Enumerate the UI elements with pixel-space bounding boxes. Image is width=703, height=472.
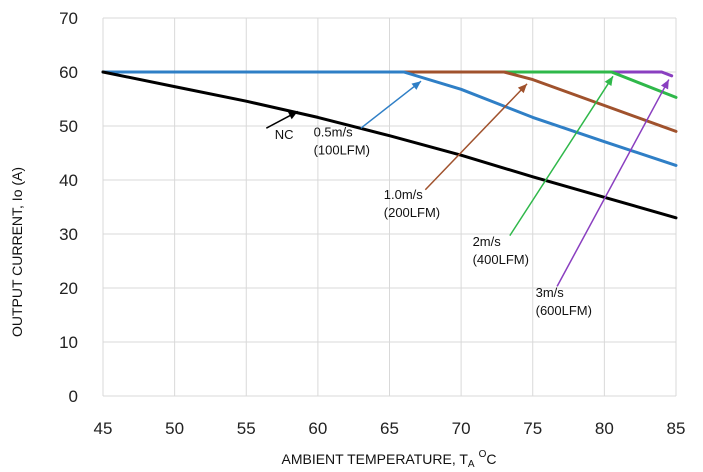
annotation-arrow-line-0-5m-s-100lfm <box>360 80 422 129</box>
series-line-nc <box>101 70 678 220</box>
y-tick-labels: 0 10 20 30 40 50 60 70 <box>59 9 78 406</box>
y-tick-label-30: 30 <box>59 225 78 244</box>
x-tick-label-75: 75 <box>523 419 542 438</box>
annotation-label-1-0m-s: 1.0m/s <box>384 187 424 202</box>
annotation-label-nc: NC <box>275 127 294 142</box>
series-lines <box>101 70 678 220</box>
x-tick-label-45: 45 <box>94 419 113 438</box>
y-tick-label-0: 0 <box>69 387 78 406</box>
series-line-0-5m-s-100lfm <box>101 70 678 167</box>
y-tick-label-70: 70 <box>59 9 78 28</box>
annotation-label-600lfm: (600LFM) <box>536 303 592 318</box>
x-tick-label-80: 80 <box>595 419 614 438</box>
y-tick-label-40: 40 <box>59 171 78 190</box>
x-axis-title-unit: C <box>486 451 496 467</box>
annotation-arrowhead-nc <box>288 111 298 120</box>
gridlines <box>102 17 677 397</box>
annotation-label-0-5m-s: 0.5m/s <box>314 124 354 139</box>
x-tick-label-60: 60 <box>308 419 327 438</box>
x-axis-title-subscript: A <box>468 459 475 470</box>
annotations: NC 0.5m/s (100LFM) 1.0m/s (200LFM) 2m/s (400LF… <box>265 75 670 318</box>
annotation-label-3m-s: 3m/s <box>536 285 565 300</box>
annotation-arrow-line-3m-s-600lfm <box>556 79 670 287</box>
annotation-arrowhead-2m-s-400lfm <box>604 76 613 86</box>
x-tick-label-85: 85 <box>667 419 686 438</box>
y-axis-title: OUTPUT CURRENT, Io (A) <box>9 167 25 337</box>
x-axis-title-superscript: O <box>479 449 487 460</box>
x-tick-label-65: 65 <box>380 419 399 438</box>
annotation-arrow-line-2m-s-400lfm <box>509 75 614 237</box>
annotation-arrowhead-0-5m-s-100lfm <box>411 81 421 90</box>
y-tick-label-20: 20 <box>59 279 78 298</box>
x-axis-title: AMBIENT TEMPERATURE, TAOC <box>281 449 496 470</box>
y-tick-label-50: 50 <box>59 117 78 136</box>
annotation-label-400lfm: (400LFM) <box>473 252 529 267</box>
annotation-arrowhead-1-0m-s-200lfm <box>517 83 527 94</box>
x-axis-title-main: AMBIENT TEMPERATURE, T <box>281 451 468 467</box>
x-tick-labels: 45 50 55 60 65 70 75 80 85 <box>94 419 686 438</box>
annotation-label-200lfm: (200LFM) <box>384 205 440 220</box>
x-tick-label-50: 50 <box>165 419 184 438</box>
x-tick-label-55: 55 <box>237 419 256 438</box>
annotation-arrowhead-3m-s-600lfm <box>661 79 669 90</box>
annotation-arrow-line-1-0m-s-200lfm <box>424 83 528 191</box>
annotation-label-2m-s: 2m/s <box>473 234 502 249</box>
x-tick-label-70: 70 <box>452 419 471 438</box>
y-tick-label-10: 10 <box>59 333 78 352</box>
y-tick-label-60: 60 <box>59 63 78 82</box>
annotation-label-100lfm: (100LFM) <box>314 142 370 157</box>
